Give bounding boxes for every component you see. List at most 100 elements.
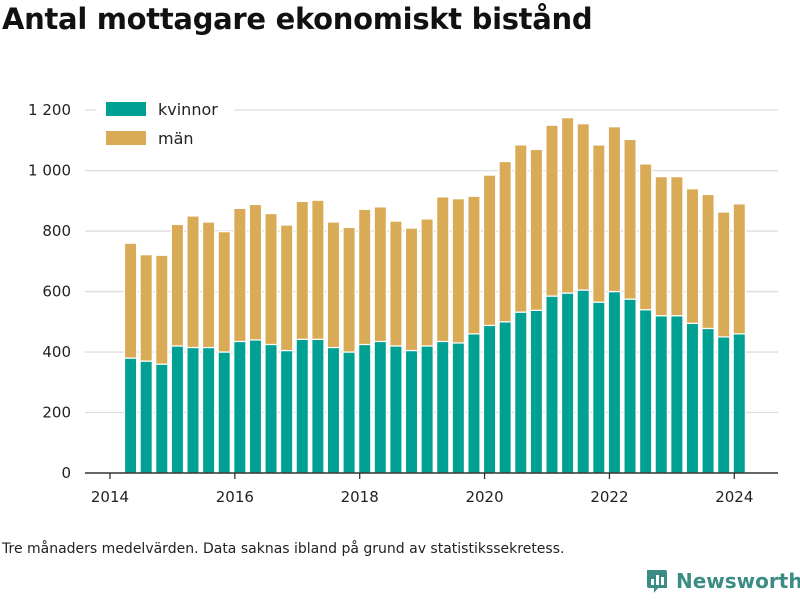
bar-man-0 bbox=[123, 242, 138, 359]
bar-kvinnor-38 bbox=[716, 336, 731, 474]
bar-kvinnor-9 bbox=[264, 343, 278, 474]
bar-kvinnor-20 bbox=[436, 340, 450, 474]
bar-kvinnor-4 bbox=[186, 346, 200, 474]
bar-man-23 bbox=[482, 174, 497, 327]
bar-kvinnor-0 bbox=[123, 357, 138, 474]
bar-kvinnor-6 bbox=[217, 351, 231, 474]
footnote: Tre månaders medelvärden. Data saknas ib… bbox=[2, 541, 565, 557]
bar-man-8 bbox=[248, 203, 263, 341]
bar-man-15 bbox=[358, 208, 372, 346]
bar-man-3 bbox=[170, 223, 185, 347]
bar-man-24 bbox=[498, 160, 512, 323]
y-tick-label-400: 400 bbox=[42, 343, 71, 361]
bar-kvinnor-33 bbox=[638, 309, 653, 474]
bar-man-9 bbox=[264, 212, 278, 346]
bar-kvinnor-30 bbox=[592, 301, 606, 474]
bar-man-37 bbox=[701, 193, 715, 330]
bar-man-1 bbox=[139, 254, 153, 362]
bar-kvinnor-31 bbox=[607, 290, 622, 474]
bar-kvinnor-35 bbox=[670, 315, 684, 474]
bar-kvinnor-2 bbox=[155, 363, 169, 474]
bar-kvinnor-19 bbox=[420, 345, 434, 474]
bar-man-5 bbox=[201, 221, 216, 349]
bar-man-28 bbox=[560, 117, 575, 294]
bar-kvinnor-12 bbox=[311, 338, 325, 474]
y-tick-label-1200: 1 200 bbox=[28, 101, 71, 119]
bar-kvinnor-14 bbox=[342, 351, 356, 474]
bar-kvinnor-7 bbox=[233, 340, 247, 474]
bar-man-35 bbox=[670, 176, 684, 317]
bar-man-33 bbox=[638, 163, 653, 311]
bar-man-13 bbox=[326, 221, 341, 349]
bar-kvinnor-8 bbox=[248, 339, 263, 474]
y-tick-label-200: 200 bbox=[42, 404, 71, 422]
bar-man-39 bbox=[732, 203, 746, 335]
x-tick-label-2016: 2016 bbox=[216, 488, 254, 506]
bar-kvinnor-1 bbox=[139, 360, 153, 474]
bar-man-38 bbox=[716, 211, 731, 338]
legend-label-kvinnor: kvinnor bbox=[158, 100, 218, 119]
chart-title: Antal mottagare ekonomiskt bistånd bbox=[2, 2, 593, 36]
bar-kvinnor-18 bbox=[404, 349, 419, 474]
bar-man-2 bbox=[155, 254, 169, 365]
bar-kvinnor-24 bbox=[498, 321, 512, 474]
bar-kvinnor-21 bbox=[451, 342, 466, 474]
y-tick-label-800: 800 bbox=[42, 222, 71, 240]
y-tick-label-0: 0 bbox=[61, 464, 71, 482]
bar-man-4 bbox=[186, 215, 200, 349]
x-tick-label-2022: 2022 bbox=[590, 488, 628, 506]
bar-man-18 bbox=[404, 227, 419, 352]
bar-man-26 bbox=[529, 148, 544, 311]
bar-kvinnor-15 bbox=[358, 343, 372, 474]
x-tick-label-2018: 2018 bbox=[341, 488, 379, 506]
bar-man-22 bbox=[467, 195, 481, 335]
bar-kvinnor-39 bbox=[732, 333, 746, 474]
bar-kvinnor-28 bbox=[560, 292, 575, 474]
bar-kvinnor-25 bbox=[514, 311, 528, 474]
bar-man-36 bbox=[685, 188, 700, 324]
bar-man-31 bbox=[607, 126, 622, 293]
x-tick-label-2014: 2014 bbox=[91, 488, 129, 506]
bar-man-20 bbox=[436, 196, 450, 343]
bar-kvinnor-29 bbox=[576, 289, 590, 474]
bar-man-25 bbox=[514, 144, 528, 313]
bar-man-27 bbox=[545, 124, 559, 297]
bar-man-6 bbox=[217, 231, 231, 353]
bar-man-12 bbox=[311, 199, 325, 340]
bar-kvinnor-23 bbox=[482, 324, 497, 474]
bar-man-19 bbox=[420, 218, 434, 347]
bar-kvinnor-3 bbox=[170, 345, 185, 474]
bar-man-10 bbox=[279, 224, 294, 352]
legend: kvinnor män bbox=[96, 92, 234, 156]
bar-man-11 bbox=[295, 200, 309, 340]
bar-kvinnor-13 bbox=[326, 346, 341, 474]
bar-kvinnor-10 bbox=[279, 349, 294, 474]
legend-swatch-man bbox=[106, 131, 146, 145]
y-axis-ticks: 0 200 400 600 800 1 000 1 200 bbox=[28, 101, 71, 482]
bar-chart-logo-icon bbox=[647, 570, 667, 593]
bar-kvinnor-5 bbox=[201, 346, 216, 474]
bar-man-29 bbox=[576, 123, 590, 291]
bar-man-21 bbox=[451, 198, 466, 344]
x-tick-label-2024: 2024 bbox=[715, 488, 753, 506]
brand-logo[interactable]: Newsworthy bbox=[645, 568, 800, 594]
bar-kvinnor-17 bbox=[389, 345, 403, 474]
bar-kvinnor-16 bbox=[373, 340, 387, 474]
brand-name: Newsworthy bbox=[676, 569, 800, 593]
x-tick-label-2020: 2020 bbox=[465, 488, 503, 506]
bar-kvinnor-27 bbox=[545, 295, 559, 474]
y-tick-label-600: 600 bbox=[42, 283, 71, 301]
legend-swatch-kvinnor bbox=[106, 102, 146, 116]
bar-man-17 bbox=[389, 220, 403, 347]
bar-kvinnor-36 bbox=[685, 322, 700, 474]
bar-kvinnor-32 bbox=[623, 298, 637, 474]
x-axis-ticks: 2014 2016 2018 2020 2022 2024 bbox=[91, 473, 753, 506]
bar-man-34 bbox=[654, 176, 668, 317]
bar-man-32 bbox=[623, 138, 637, 300]
bar-man-7 bbox=[233, 207, 247, 343]
legend-label-man: män bbox=[158, 129, 194, 148]
bar-kvinnor-37 bbox=[701, 327, 715, 474]
bar-kvinnor-26 bbox=[529, 309, 544, 474]
bar-kvinnor-11 bbox=[295, 338, 309, 474]
